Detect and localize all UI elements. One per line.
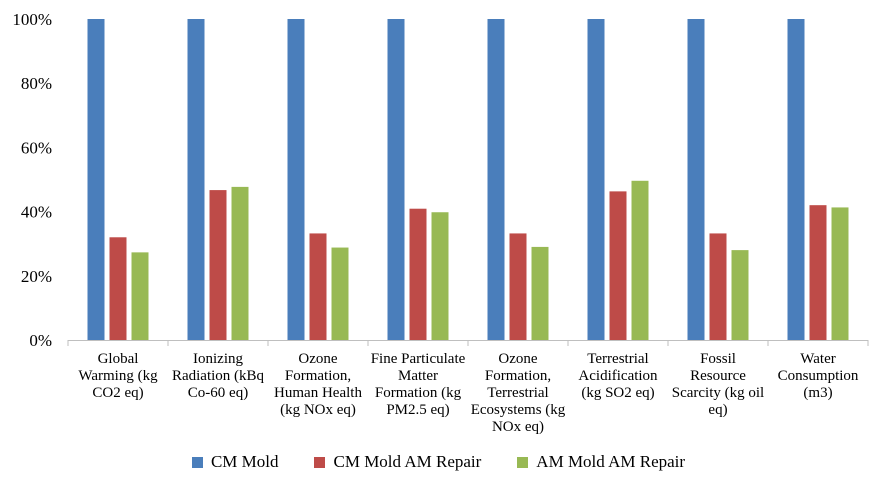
bar-cm-mold	[287, 19, 305, 340]
y-tick-label: 40%	[21, 203, 52, 222]
x-category-label: Ozone Formation, Human Health (kg NOx eq)	[274, 351, 362, 418]
bar-cm-mold-am-repair	[609, 191, 627, 340]
legend-label-cm-mold: CM Mold	[210, 452, 279, 471]
legend-swatch-cm-mold-am-repair	[314, 456, 326, 468]
bar-cm-mold	[687, 19, 705, 340]
bar-cm-mold-am-repair	[709, 233, 727, 340]
legend-swatch-cm-mold	[191, 456, 203, 468]
bar-cm-mold-am-repair	[809, 205, 827, 340]
bar-am-mold-am-repair	[731, 250, 749, 340]
y-tick-label: 100%	[12, 10, 52, 29]
x-category-label: Water Consumption (m3)	[778, 351, 859, 401]
bar-cm-mold	[787, 19, 805, 340]
bar-cm-mold-am-repair	[309, 233, 327, 340]
bar-cm-mold	[587, 19, 605, 340]
legend-swatch-am-mold-am-repair	[517, 456, 529, 468]
bar-am-mold-am-repair	[131, 252, 149, 340]
bar-cm-mold-am-repair	[109, 237, 127, 340]
x-category-label: Fossil Resource Scarcity (kg oil eq)	[672, 351, 764, 418]
legend-item-am-mold-am-repair: AM Mold AM Repair	[517, 452, 685, 472]
bar-cm-mold	[187, 19, 205, 340]
legend-item-cm-mold: CM Mold	[191, 452, 279, 472]
x-category-label: Global Warming (kg CO2 eq)	[78, 351, 158, 401]
legend-item-cm-mold-am-repair: CM Mold AM Repair	[314, 452, 481, 472]
x-category-label: Ionizing Radiation (kBq Co-60 eq)	[172, 351, 265, 401]
x-category-label: Fine Particulate Matter Formation (kg PM2.5…	[371, 351, 466, 418]
bar-cm-mold-am-repair	[209, 190, 227, 340]
bar-cm-mold	[487, 19, 505, 340]
bar-cm-mold-am-repair	[509, 233, 527, 340]
bar-cm-mold-am-repair	[409, 208, 427, 340]
bar-cm-mold	[87, 19, 105, 340]
bar-am-mold-am-repair	[431, 212, 449, 340]
bar-chart: 0% 20% 40% 60% 80% 100% Global Warming (kg CO2 e…	[12, 10, 869, 435]
y-tick-label: 0%	[29, 331, 52, 350]
bar-cm-mold	[387, 19, 405, 340]
y-tick-label: 60%	[21, 138, 52, 157]
legend-label-am-mold-am-repair: AM Mold AM Repair	[536, 452, 686, 471]
x-category-label: Ozone Formation, Terrestrial Ecosystems (kg…	[471, 351, 566, 435]
x-category-label: Terrestrial Acidification (kg SO2 eq)	[578, 351, 658, 401]
bar-am-mold-am-repair	[831, 207, 849, 340]
bar-am-mold-am-repair	[331, 247, 349, 340]
bar-am-mold-am-repair	[531, 246, 549, 340]
bar-am-mold-am-repair	[231, 186, 249, 340]
bar-am-mold-am-repair	[631, 180, 649, 340]
legend-label-cm-mold-am-repair: CM Mold AM Repair	[333, 452, 482, 471]
chart-legend: CM Mold CM Mold AM Repair AM Mold AM Rep…	[0, 452, 877, 472]
y-tick-label: 20%	[21, 267, 52, 286]
y-tick-label: 80%	[21, 74, 52, 93]
